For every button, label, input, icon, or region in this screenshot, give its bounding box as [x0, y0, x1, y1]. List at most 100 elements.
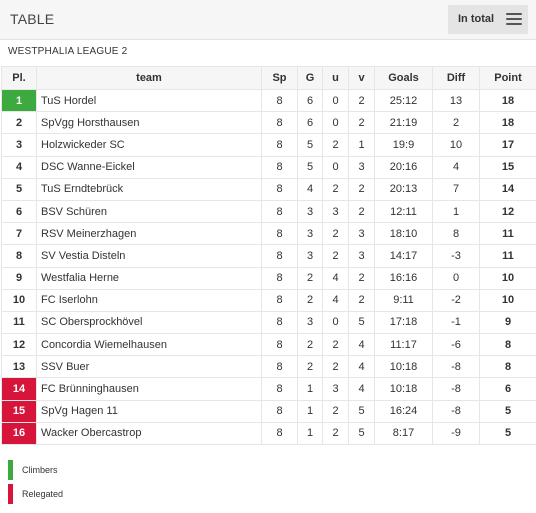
cell-v: 2 — [348, 177, 375, 201]
table-header-bar: TABLE In total — [0, 0, 536, 40]
cell-team[interactable]: FC Iserlohn — [36, 288, 262, 312]
cell-u: 2 — [322, 421, 349, 446]
table-row[interactable]: 5 TuS Erndtebrück 8 4 2 2 20:13 7 14 — [1, 177, 536, 201]
cell-v: 2 — [348, 111, 375, 135]
column-header-point[interactable]: Point — [479, 66, 536, 90]
cell-point: 18 — [479, 111, 536, 135]
cell-pl: 15 — [1, 399, 37, 423]
cell-v: 3 — [348, 155, 375, 179]
cell-point: 5 — [479, 399, 536, 423]
cell-sp: 8 — [261, 355, 298, 379]
cell-team[interactable]: SpVgg Horsthausen — [36, 111, 262, 135]
cell-g: 6 — [297, 88, 323, 113]
cell-goals: 18:10 — [374, 222, 433, 246]
cell-team[interactable]: DSC Wanne-Eickel — [36, 155, 262, 179]
cell-sp: 8 — [261, 111, 298, 135]
cell-pl: 14 — [1, 377, 37, 401]
cell-pl: 10 — [1, 288, 37, 312]
cell-sp: 8 — [261, 244, 298, 268]
cell-pl: 8 — [1, 244, 37, 268]
table-row[interactable]: 4 DSC Wanne-Eickel 8 5 0 3 20:16 4 15 — [1, 155, 536, 179]
table-row[interactable]: 15 SpVg Hagen 11 8 1 2 5 16:24 -8 5 — [1, 399, 536, 423]
cell-pl: 7 — [1, 222, 37, 246]
cell-u: 2 — [322, 133, 349, 157]
table-row[interactable]: 11 SC Obersprockhövel 8 3 0 5 17:18 -1 9 — [1, 310, 536, 335]
table-row[interactable]: 3 Holzwickeder SC 8 5 2 1 19:9 10 17 — [1, 133, 536, 157]
table-header-row: Pl. team Sp G u v Goals Diff Point — [1, 66, 536, 90]
page-title: TABLE — [10, 11, 55, 27]
cell-team[interactable]: SSV Buer — [36, 355, 262, 379]
cell-v: 5 — [348, 310, 375, 335]
cell-pl: 3 — [1, 133, 37, 157]
cell-diff: -8 — [432, 377, 480, 401]
table-row[interactable]: 1 TuS Hordel 8 6 0 2 25:12 13 18 — [1, 88, 536, 113]
cell-g: 3 — [297, 199, 323, 224]
cell-team[interactable]: SpVg Hagen 11 — [36, 399, 262, 423]
cell-sp: 8 — [261, 266, 298, 290]
table-row[interactable]: 7 RSV Meinerzhagen 8 3 2 3 18:10 8 11 — [1, 222, 536, 246]
cell-g: 5 — [297, 155, 323, 179]
cell-team[interactable]: Concordia Wiemelhausen — [36, 333, 262, 357]
cell-diff: -6 — [432, 333, 480, 357]
cell-v: 2 — [348, 288, 375, 312]
table-row[interactable]: 12 Concordia Wiemelhausen 8 2 2 4 11:17 -6 8 — [1, 333, 536, 357]
column-header-sp[interactable]: Sp — [261, 66, 298, 90]
cell-v: 5 — [348, 399, 375, 423]
legend-relegated: Relegated — [8, 484, 308, 504]
cell-point: 9 — [479, 310, 536, 335]
legend-climbers: Climbers — [8, 460, 308, 480]
table-row[interactable]: 6 BSV Schüren 8 3 3 2 12:11 1 12 — [1, 199, 536, 224]
cell-diff: -8 — [432, 355, 480, 379]
column-header-g[interactable]: G — [297, 66, 323, 90]
column-header-diff[interactable]: Diff — [432, 66, 480, 90]
cell-diff: -2 — [432, 288, 480, 312]
view-selector[interactable]: In total — [448, 5, 528, 34]
cell-u: 3 — [322, 199, 349, 224]
cell-team[interactable]: Westfalia Herne — [36, 266, 262, 290]
column-header-pl[interactable]: Pl. — [1, 66, 37, 90]
column-header-v[interactable]: v — [348, 66, 375, 90]
cell-team[interactable]: SC Obersprockhövel — [36, 310, 262, 335]
cell-team[interactable]: RSV Meinerzhagen — [36, 222, 262, 246]
table-row[interactable]: 9 Westfalia Herne 8 2 4 2 16:16 0 10 — [1, 266, 536, 290]
cell-team[interactable]: Holzwickeder SC — [36, 133, 262, 157]
cell-sp: 8 — [261, 377, 298, 401]
cell-team[interactable]: TuS Erndtebrück — [36, 177, 262, 201]
cell-team[interactable]: SV Vestia Disteln — [36, 244, 262, 268]
cell-diff: 4 — [432, 155, 480, 179]
cell-v: 5 — [348, 421, 375, 446]
cell-g: 1 — [297, 399, 323, 423]
table-row[interactable]: 10 FC Iserlohn 8 2 4 2 9:11 -2 10 — [1, 288, 536, 312]
table-row[interactable]: 16 Wacker Obercastrop 8 1 2 5 8:17 -9 5 — [1, 421, 536, 446]
column-header-u[interactable]: u — [322, 66, 349, 90]
cell-team[interactable]: Wacker Obercastrop — [36, 421, 262, 446]
table-row[interactable]: 2 SpVgg Horsthausen 8 6 0 2 21:19 2 18 — [1, 111, 536, 135]
cell-pl: 4 — [1, 155, 37, 179]
cell-v: 2 — [348, 266, 375, 290]
cell-u: 0 — [322, 310, 349, 335]
cell-goals: 16:16 — [374, 266, 433, 290]
hamburger-menu-icon[interactable] — [506, 13, 522, 25]
cell-v: 4 — [348, 333, 375, 357]
cell-diff: 0 — [432, 266, 480, 290]
cell-team[interactable]: FC Brünninghausen — [36, 377, 262, 401]
cell-v: 2 — [348, 88, 375, 113]
cell-u: 0 — [322, 88, 349, 113]
cell-u: 2 — [322, 177, 349, 201]
cell-g: 6 — [297, 111, 323, 135]
table-row[interactable]: 14 FC Brünninghausen 8 1 3 4 10:18 -8 6 — [1, 377, 536, 401]
cell-pl: 1 — [1, 88, 37, 113]
league-name: WESTPHALIA LEAGUE 2 — [8, 46, 128, 57]
cell-u: 3 — [322, 377, 349, 401]
table-row[interactable]: 8 SV Vestia Disteln 8 3 2 3 14:17 -3 11 — [1, 244, 536, 268]
climbers-color-swatch — [8, 460, 13, 480]
table-row[interactable]: 13 SSV Buer 8 2 2 4 10:18 -8 8 — [1, 355, 536, 379]
cell-u: 4 — [322, 266, 349, 290]
cell-team[interactable]: TuS Hordel — [36, 88, 262, 113]
column-header-team[interactable]: team — [36, 66, 262, 90]
cell-team[interactable]: BSV Schüren — [36, 199, 262, 224]
cell-diff: 13 — [432, 88, 480, 113]
column-header-goals[interactable]: Goals — [374, 66, 433, 90]
standings-table: Pl. team Sp G u v Goals Diff Point 1 TuS … — [1, 66, 536, 446]
cell-diff: 2 — [432, 111, 480, 135]
